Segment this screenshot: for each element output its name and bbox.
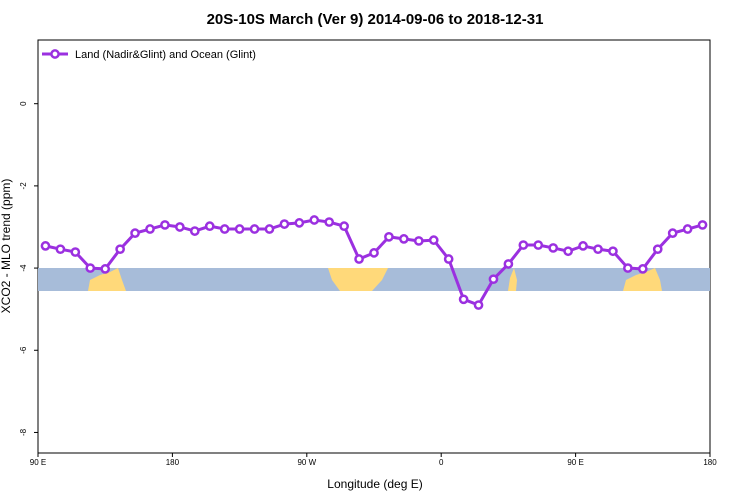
point (219, 224, 230, 234)
point (249, 224, 260, 234)
point (40, 241, 51, 251)
point (279, 219, 290, 229)
point (578, 241, 588, 251)
chart-title: 20S-10S March (Ver 9) 2014-09-06 to 2018… (207, 11, 544, 28)
x-tick-label: 180 (703, 458, 717, 467)
land-area (623, 268, 662, 291)
point (637, 264, 648, 274)
point (563, 246, 573, 257)
point (339, 221, 349, 232)
point (623, 263, 633, 273)
point (473, 300, 484, 310)
point (55, 244, 66, 255)
legend-marker (50, 49, 60, 59)
point (204, 221, 215, 232)
point (533, 240, 544, 250)
x-tick-label: 90 W (297, 458, 316, 467)
point (413, 236, 424, 246)
point (324, 217, 335, 227)
y-tick-label: -2 (19, 182, 28, 190)
x-tick-label: 90 E (30, 458, 46, 467)
point (70, 247, 81, 257)
point (593, 244, 603, 255)
point (145, 224, 155, 234)
land-area (508, 268, 517, 291)
point (384, 231, 394, 242)
y-tick-label: -6 (19, 346, 28, 354)
point (428, 235, 439, 245)
y-tick-label: -8 (19, 428, 28, 436)
plot-frame (37, 39, 711, 454)
land-area (88, 268, 126, 291)
point (369, 248, 379, 258)
point (160, 220, 170, 230)
map-strip (38, 268, 710, 291)
point (488, 274, 499, 285)
x-tick-label: 180 (166, 458, 180, 467)
point (458, 294, 469, 305)
y-tick-label: -4 (19, 264, 28, 272)
point (652, 244, 663, 255)
land-area (328, 268, 388, 291)
point (175, 222, 185, 232)
point (130, 228, 140, 238)
x-tick-label: 0 (439, 458, 444, 467)
point (309, 215, 320, 225)
point (115, 244, 125, 255)
point (503, 259, 514, 269)
point (294, 218, 305, 228)
point (667, 228, 678, 238)
legend-label: Land (Nadir&Glint) and Ocean (Glint) (75, 49, 256, 61)
point (608, 246, 618, 257)
point (697, 220, 708, 230)
y-axis-label: XCO2 - MLO trend (ppm) (0, 179, 13, 314)
point (100, 264, 111, 274)
point (399, 234, 409, 244)
point (264, 224, 275, 234)
point (85, 263, 96, 273)
point (189, 226, 200, 236)
point (354, 254, 364, 264)
point (548, 243, 559, 253)
y-tick-label: 0 (19, 101, 28, 106)
point (682, 224, 693, 234)
point (443, 254, 454, 264)
x-axis-label: Longitude (deg E) (327, 477, 422, 491)
point (234, 224, 245, 234)
x-tick-label: 90 E (567, 458, 583, 467)
series-line (45, 218, 703, 307)
point (518, 240, 529, 250)
